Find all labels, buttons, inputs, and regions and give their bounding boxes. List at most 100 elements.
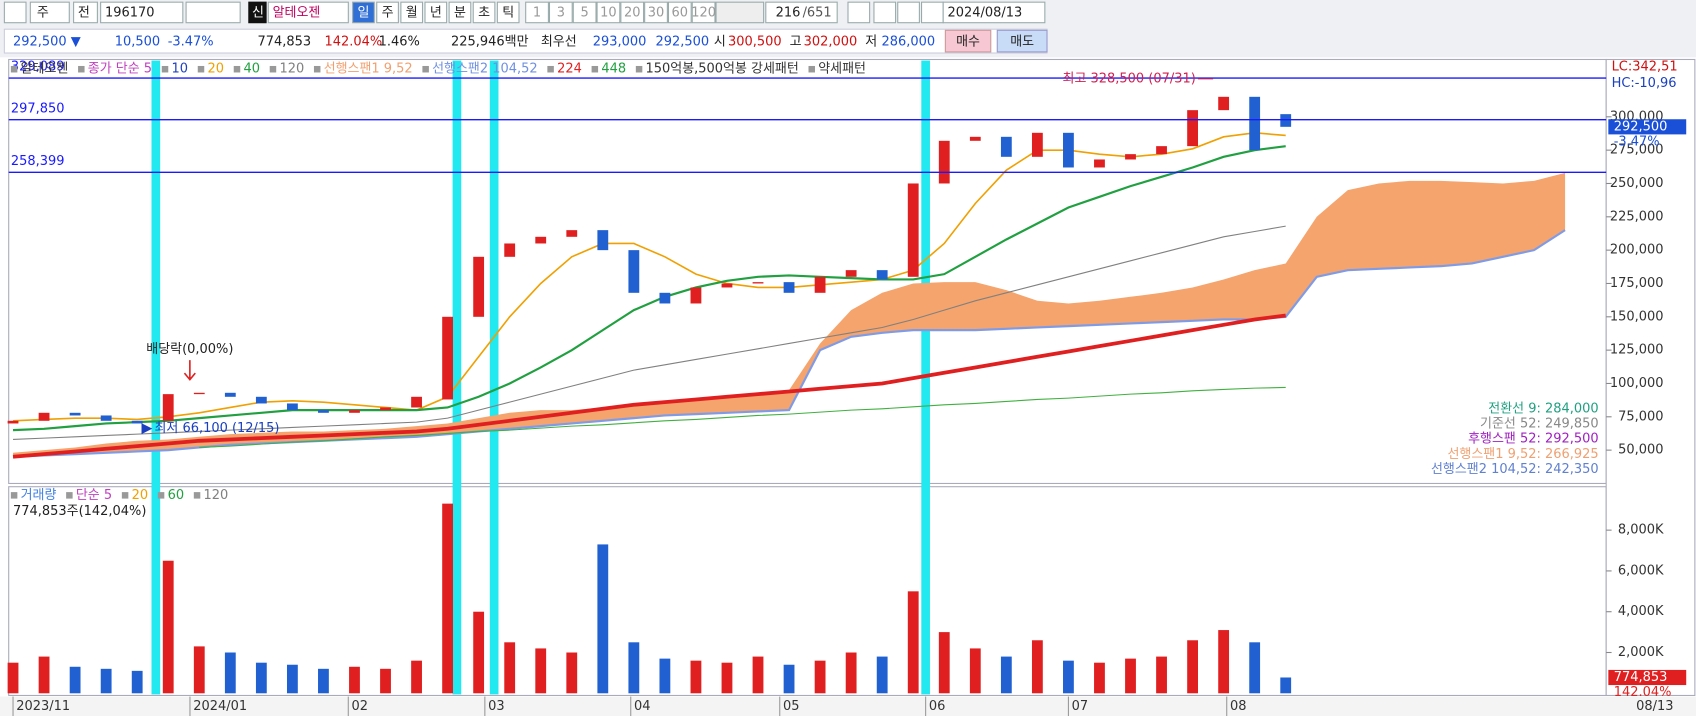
interval-button[interactable]: 30	[648, 5, 665, 20]
legend-swatch	[197, 65, 205, 73]
box[interactable]	[376, 1, 399, 24]
legend-swatch	[161, 65, 169, 73]
bar-total: /651	[803, 5, 832, 20]
box[interactable]	[691, 1, 716, 24]
dividend-annotation: 배당락(0,00%)	[146, 342, 233, 357]
candle	[38, 412, 50, 421]
period-button[interactable]: 년	[430, 5, 442, 20]
period-button[interactable]: 월	[406, 5, 418, 20]
legend-swatch	[635, 65, 643, 73]
x-tick-label: 06	[929, 699, 946, 714]
interval-button[interactable]: 1	[533, 5, 541, 20]
y-tick-label: 200,000	[1610, 243, 1664, 258]
interval-button[interactable]: 10	[600, 5, 617, 20]
box[interactable]	[424, 1, 448, 24]
box[interactable]	[873, 1, 897, 24]
candle	[69, 412, 81, 416]
sell-button[interactable]: 매도	[1010, 35, 1034, 50]
y-tick-label: 6,000K	[1618, 563, 1664, 578]
candle	[411, 396, 422, 408]
hc-label: HC:-10,96	[1612, 76, 1677, 91]
box[interactable]	[644, 1, 668, 24]
volume-bar	[845, 652, 857, 694]
legend-swatch	[313, 65, 321, 73]
period-button[interactable]: 주	[382, 5, 394, 20]
last-price-label: 292,500	[1614, 119, 1668, 134]
quote-low: 286,000	[882, 35, 936, 50]
box[interactable]	[620, 1, 645, 24]
stock-code[interactable]: 196170	[105, 5, 155, 20]
box[interactable]	[667, 1, 692, 24]
interval-button[interactable]: 20	[624, 5, 641, 20]
box[interactable]	[73, 1, 98, 24]
box[interactable]	[572, 1, 597, 24]
legend-entry: 선행스팬2 104,52	[432, 61, 537, 77]
high-annotation: 최고 328,500 (07/31)	[1063, 71, 1196, 86]
pattern-mark	[452, 60, 462, 695]
volume-bar	[721, 662, 733, 694]
interval-button[interactable]: 60	[672, 5, 689, 20]
box[interactable]	[3, 1, 27, 24]
quote-high-label: 고	[790, 35, 802, 50]
box[interactable]	[496, 1, 520, 24]
candle	[1000, 136, 1012, 157]
box[interactable]	[921, 1, 944, 24]
legend-swatch	[121, 492, 129, 499]
interval-button[interactable]: 5	[581, 5, 589, 20]
box[interactable]	[472, 1, 496, 24]
volume-bar	[535, 648, 547, 694]
chart-type[interactable]: 주	[37, 5, 49, 20]
legend-swatch	[233, 65, 241, 73]
box[interactable]	[29, 1, 70, 24]
period-button[interactable]: 일	[357, 5, 369, 20]
volume-bar	[628, 642, 640, 694]
box[interactable]	[448, 1, 472, 24]
period-button[interactable]: 틱	[502, 5, 514, 20]
volume-bar	[224, 652, 236, 694]
box[interactable]	[548, 1, 573, 24]
candle	[1031, 132, 1043, 157]
ichimoku-cloud	[13, 172, 1566, 457]
box[interactable]	[525, 1, 549, 24]
volume-bar	[131, 670, 143, 694]
period-button[interactable]: 분	[454, 5, 466, 20]
volume-bar	[1125, 658, 1136, 694]
volume-bar	[1280, 677, 1292, 694]
legend-entry: 60	[168, 488, 185, 503]
interval-button[interactable]: 120	[691, 5, 716, 20]
ichimoku-info: 기준선 52: 249,850	[1480, 416, 1599, 431]
candle	[597, 230, 609, 251]
box[interactable]	[996, 29, 1048, 53]
box[interactable]	[352, 1, 375, 24]
interval-button[interactable]: 3	[557, 5, 565, 20]
box[interactable]	[400, 1, 424, 24]
period-button[interactable]: 초	[478, 5, 490, 20]
legend-entry: 20	[132, 488, 149, 503]
box[interactable]	[897, 1, 920, 24]
box[interactable]	[185, 1, 241, 24]
candle	[1094, 159, 1105, 168]
buy-button[interactable]: 매수	[956, 35, 980, 50]
candle	[473, 256, 485, 317]
box[interactable]	[847, 1, 871, 24]
candle	[380, 407, 391, 411]
volume-panel	[8, 486, 1607, 696]
prev-button[interactable]: 전	[78, 5, 90, 20]
volume-info: 774,853주(142,04%)	[13, 504, 146, 519]
x-tick-label: 2023/11	[16, 699, 70, 714]
box[interactable]	[596, 1, 621, 24]
legend-swatch	[547, 65, 554, 73]
candle	[566, 230, 578, 237]
date-field[interactable]: 2024/08/13	[948, 5, 1023, 20]
quote-high: 302,000	[804, 35, 858, 50]
x-tick-label: 02	[352, 699, 369, 714]
candle	[752, 282, 764, 284]
quote-change-pct: -3.47%	[168, 35, 214, 50]
legend-entry: 20	[207, 62, 224, 77]
candle	[349, 410, 360, 413]
y-tick-label: 4,000K	[1618, 604, 1664, 619]
candle	[535, 236, 547, 244]
quote-volume: 774,853	[257, 35, 311, 50]
box	[100, 1, 184, 24]
box[interactable]	[944, 29, 992, 53]
